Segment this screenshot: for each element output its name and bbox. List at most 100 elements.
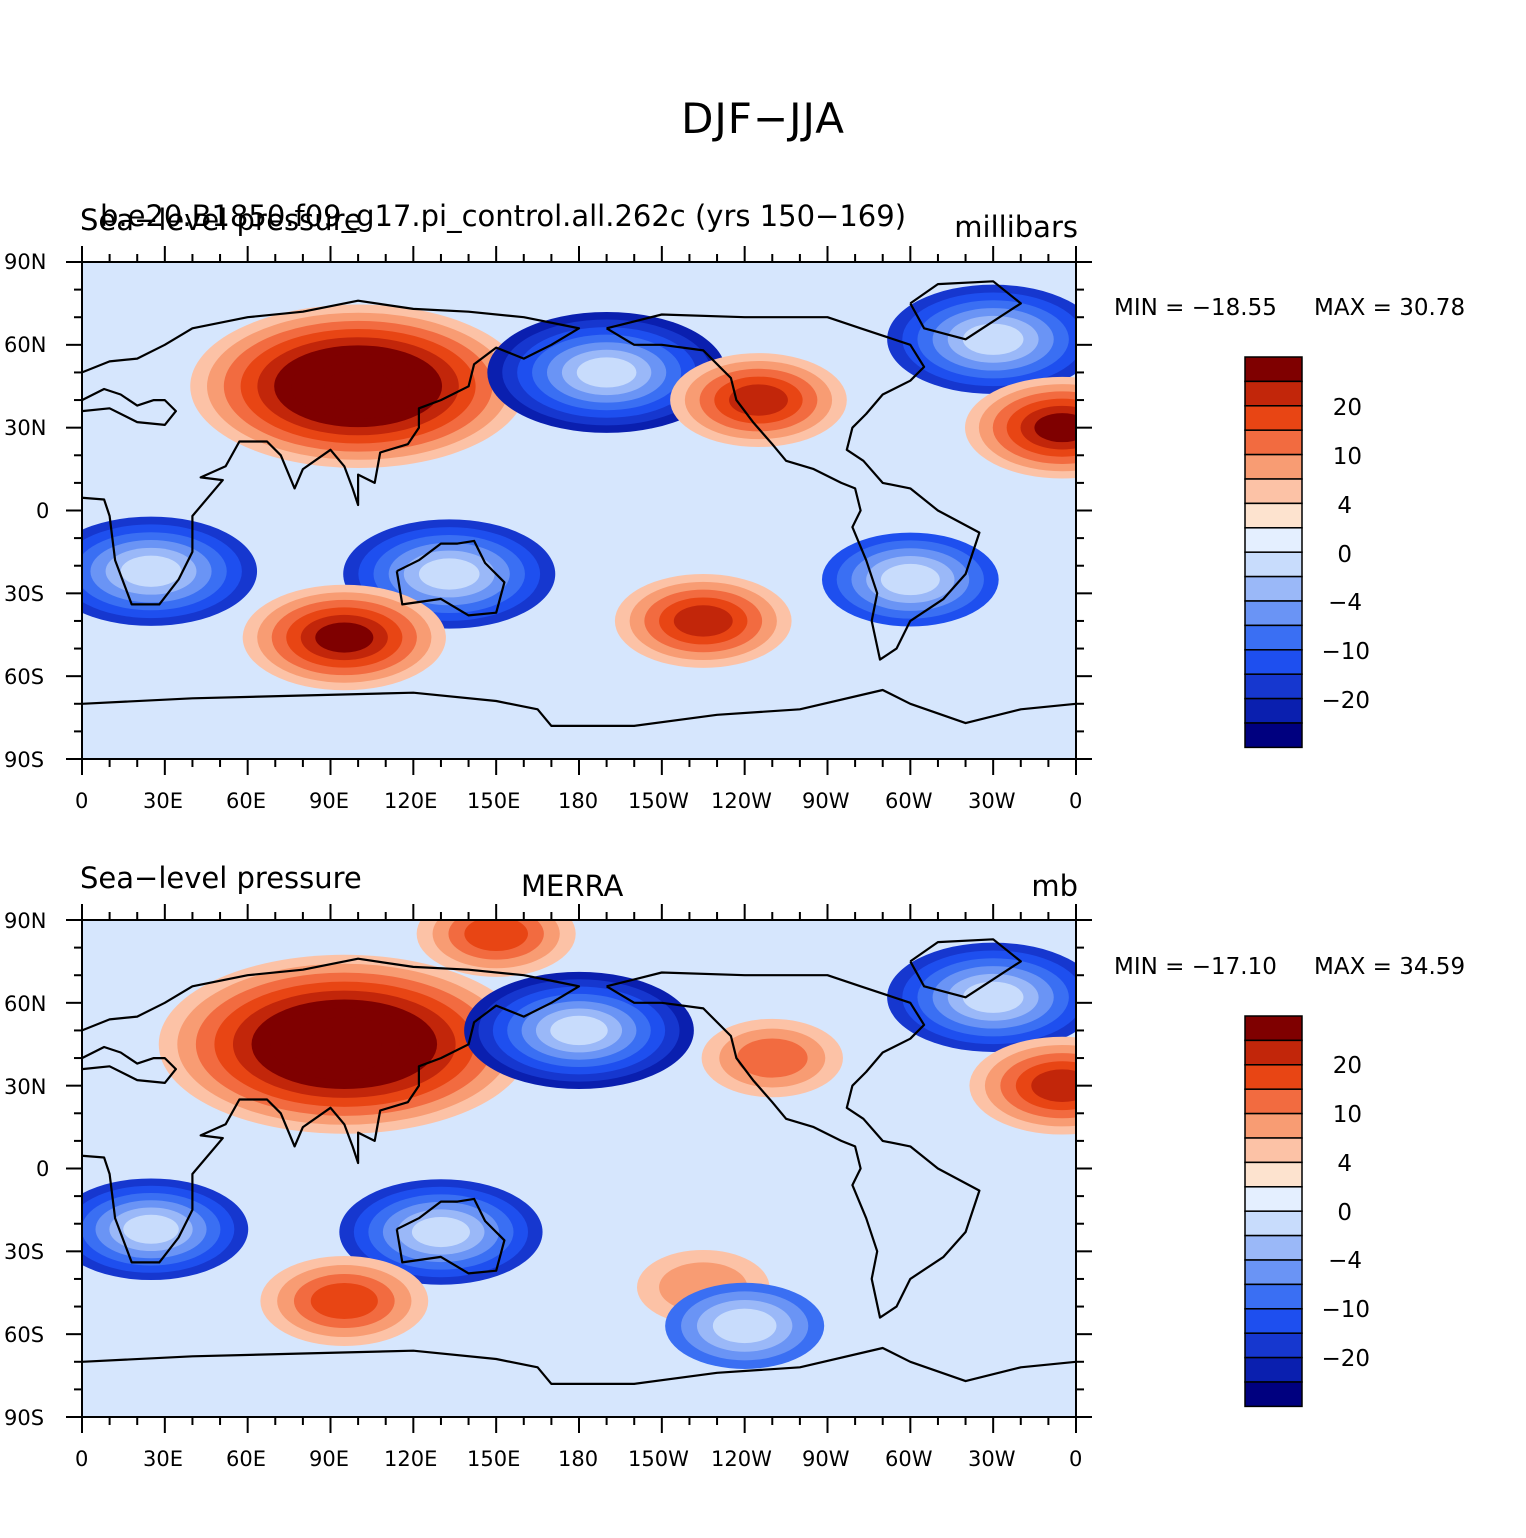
panel1-min-label: MIN = −18.55	[1114, 295, 1277, 321]
colorbar-swatch	[1244, 575, 1303, 602]
colorbar-swatch	[1244, 649, 1303, 675]
panel1-right-title: millibars	[954, 210, 1078, 244]
pressure-contour	[673, 605, 733, 637]
colorbar-label: 10	[1332, 1102, 1362, 1128]
lat-label: 90S	[4, 748, 45, 772]
pressure-contour	[729, 384, 788, 416]
lat-label: 60S	[4, 1323, 45, 1347]
pressure-contour	[712, 1308, 777, 1344]
lon-label: 60E	[226, 1447, 266, 1471]
pressure-contour	[1031, 1069, 1076, 1102]
colorbar-label: 10	[1332, 444, 1362, 470]
lon-label: 30W	[968, 1447, 1016, 1471]
colorbar-label: 0	[1337, 1200, 1352, 1226]
pressure-contour	[411, 1216, 470, 1248]
lon-label: 60W	[885, 1447, 933, 1471]
colorbar-swatch	[1244, 1088, 1303, 1115]
coastline	[395, 539, 506, 617]
lon-label: 0	[1069, 789, 1083, 813]
colorbar-swatch	[1244, 1186, 1303, 1212]
pressure-contour	[315, 622, 374, 653]
colorbar-swatch	[1244, 429, 1303, 456]
lon-label: 0	[75, 1447, 89, 1471]
pressure-contour	[123, 1214, 179, 1244]
colorbar-swatch	[1244, 624, 1303, 651]
pressure-contour	[962, 323, 1024, 355]
lon-label: 120W	[711, 1447, 772, 1471]
coastline	[82, 1045, 177, 1084]
colorbar-swatch	[1244, 1161, 1303, 1188]
coastline	[395, 1197, 506, 1275]
colorbar-label: 20	[1332, 395, 1362, 421]
colorbar-swatch	[1244, 1015, 1303, 1042]
colorbar-2	[1244, 1015, 1303, 1408]
lat-label: 60S	[4, 665, 45, 689]
colorbar-label: −10	[1321, 639, 1370, 665]
lon-label: 90W	[802, 789, 850, 813]
lon-label: 150W	[628, 1447, 689, 1471]
pressure-contour	[736, 1038, 808, 1078]
coastline	[82, 1346, 1076, 1385]
lat-label: 0	[36, 1157, 50, 1181]
colorbar-swatch	[1244, 1112, 1303, 1139]
coastline	[606, 313, 981, 661]
lat-label: 90N	[4, 250, 47, 274]
pressure-contour	[418, 558, 480, 590]
colorbar-swatch	[1244, 453, 1303, 480]
lon-label: 0	[1069, 1447, 1083, 1471]
pressure-contour	[1034, 413, 1076, 443]
panel1-max-label: MAX = 30.78	[1314, 295, 1466, 321]
panel1-center-title: b.e20.B1850.f09_g17.pi_control.all.262c …	[100, 199, 907, 233]
pressure-contour	[120, 555, 182, 587]
colorbar-swatch	[1244, 697, 1303, 724]
coastline	[909, 938, 1022, 999]
coastline	[82, 387, 177, 426]
pressure-contour	[324, 369, 392, 403]
colorbar-swatch	[1244, 1064, 1303, 1090]
lon-label: 150W	[628, 789, 689, 813]
lat-label: 60N	[4, 992, 47, 1016]
colorbar-label: −10	[1321, 1297, 1370, 1323]
panel2-center-title: MERRA	[521, 869, 624, 903]
colorbar-label: −20	[1321, 688, 1370, 714]
lat-label: 90N	[4, 909, 47, 933]
colorbar-swatch	[1244, 1039, 1303, 1066]
coastline	[606, 971, 981, 1319]
colorbar-swatch	[1244, 527, 1303, 553]
pressure-contour	[307, 1026, 382, 1063]
colorbar-swatch	[1244, 1259, 1303, 1286]
pressure-contour	[962, 981, 1024, 1013]
colorbar-label: 4	[1337, 493, 1352, 519]
lat-label: 30S	[4, 582, 45, 606]
colorbar-swatch	[1244, 551, 1303, 578]
lon-label: 90E	[309, 789, 349, 813]
pressure-contour	[464, 920, 528, 952]
colorbar-label: 4	[1337, 1151, 1352, 1177]
lon-label: 30W	[968, 789, 1016, 813]
colorbar-swatch	[1244, 478, 1303, 505]
colorbar-label: −4	[1328, 590, 1362, 616]
colorbar-swatch	[1244, 1332, 1303, 1359]
colorbar-label: −20	[1321, 1346, 1370, 1372]
lat-label: 0	[36, 499, 50, 523]
pressure-contour	[576, 357, 637, 388]
lon-label: 120E	[384, 1447, 438, 1471]
lon-label: 60W	[885, 789, 933, 813]
lon-label: 90E	[309, 1447, 349, 1471]
colorbar-swatch	[1244, 1356, 1303, 1383]
panel2-min-label: MIN = −17.10	[1114, 954, 1277, 980]
lon-label: 30E	[143, 789, 183, 813]
coastline	[909, 280, 1022, 341]
colorbar-swatch	[1244, 1234, 1303, 1261]
lon-label: 150E	[467, 1447, 521, 1471]
panel2-max-label: MAX = 34.59	[1314, 954, 1466, 980]
lat-label: 30N	[4, 1075, 47, 1099]
map-panel-2	[66, 904, 1092, 1433]
colorbar-swatch	[1244, 380, 1303, 407]
panel1-left-title: Sea−level pressure	[80, 203, 362, 237]
lat-label: 60N	[4, 333, 47, 357]
lon-label: 120W	[711, 789, 772, 813]
pressure-contour	[310, 1283, 378, 1320]
colorbar-swatch	[1244, 502, 1303, 529]
